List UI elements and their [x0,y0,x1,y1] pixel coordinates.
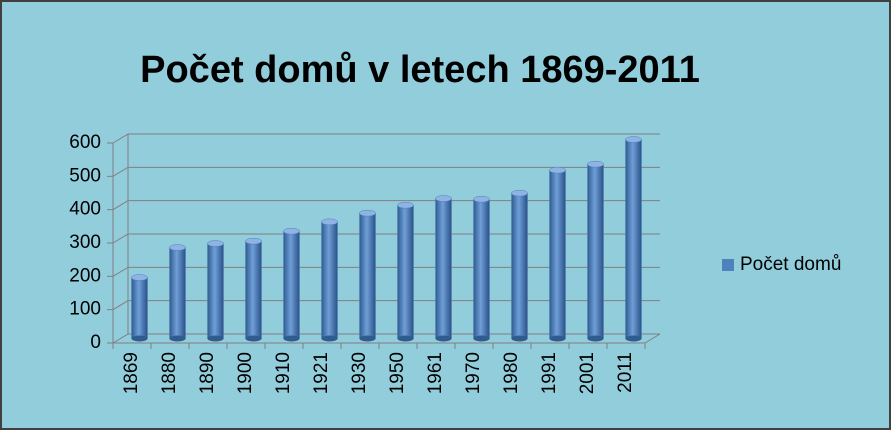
bar [245,240,262,339]
bar-top [511,189,528,197]
bar-base [283,335,300,342]
y-tick-label: 200 [69,265,101,286]
x-tick-label: 1890 [197,352,218,394]
bar-base [245,335,262,342]
x-tick-label: 1970 [463,352,484,394]
x-tick-label: 1880 [159,352,180,394]
x-tick-label: 1991 [539,352,560,394]
bar-top [207,240,224,247]
x-tick-label: 1900 [235,352,256,394]
x-tick-label: 1980 [501,352,522,394]
bar-base [511,335,528,342]
bar [207,243,224,339]
y-tick-label: 0 [90,332,101,353]
bar [321,221,338,339]
bar-base [321,335,338,342]
bar [169,247,186,339]
bar [359,212,376,339]
y-tick-label: 600 [69,132,101,153]
bar-base [625,335,642,342]
bar-base [207,335,224,342]
bar [131,277,148,339]
x-tick-label: 2011 [615,352,636,393]
bar-base [131,335,148,342]
bar [283,230,300,339]
bar [587,163,604,339]
bar-top [397,201,414,209]
bar-base [549,335,566,342]
bar [511,192,528,339]
x-tick-label: 1930 [349,352,370,394]
x-tick-label: 1921 [311,352,332,394]
bar-base [435,335,452,342]
x-tick-label: 1961 [425,352,446,394]
bar-base [473,335,490,342]
bar-top [131,274,148,281]
bar-base [397,335,414,342]
grid-line [112,133,660,144]
bar-top [359,209,376,217]
bar-top [473,195,490,203]
bar-top [169,244,186,251]
bar [473,198,490,339]
bar-top [321,218,338,226]
bar [625,139,642,339]
bar-top [435,195,452,202]
bar-top [549,166,566,174]
y-tick-label: 500 [69,165,101,186]
bar [549,169,566,339]
legend-label: Počet domů [740,254,841,275]
x-tick-label: 1869 [121,352,142,394]
y-tick-label: 300 [69,232,101,253]
bar-base [587,335,604,342]
bar [397,204,414,339]
x-tick-label: 1910 [273,352,294,394]
y-tick-label: 400 [69,199,101,220]
x-tick-label: 1950 [387,352,408,394]
bar-top [283,227,300,235]
chart-title: Počet domů v letech 1869-2011 [140,49,700,91]
bar-top [625,136,642,143]
bar-top [245,237,262,245]
x-tick-label: 2001 [577,352,598,394]
bar-base [169,335,186,342]
grid-line [112,166,660,177]
legend-swatch [722,259,734,271]
bar-top [587,160,604,168]
bar-base [359,335,376,342]
y-tick-label: 100 [69,299,101,320]
bar [435,198,452,339]
